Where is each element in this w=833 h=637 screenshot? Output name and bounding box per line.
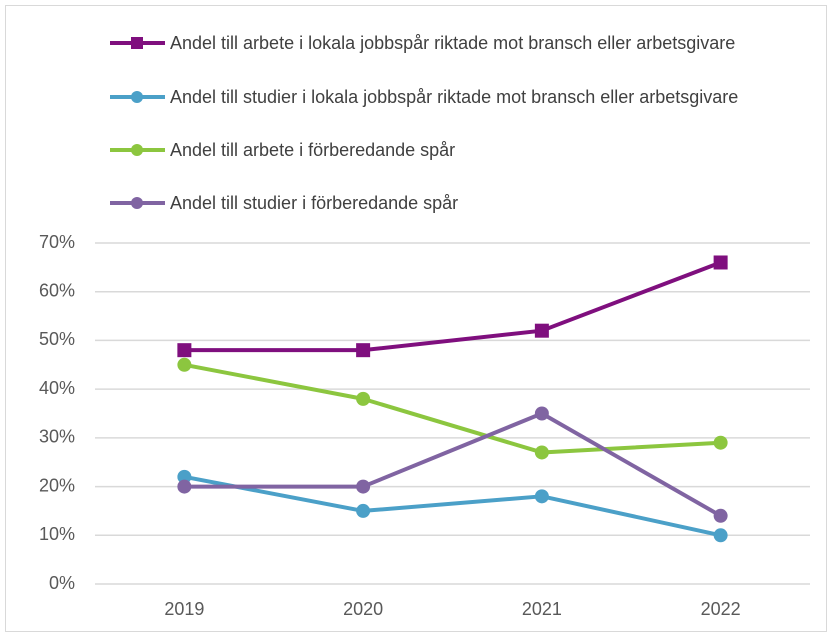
series-line [184,411,722,518]
legend-label: Andel till studier i förberedande spår [170,193,459,213]
x-tick-label: 2021 [522,599,562,619]
y-tick-label: 60% [39,280,75,300]
marker [534,323,549,338]
legend-marker [131,91,143,103]
legend-marker [131,144,143,156]
y-tick-label: 30% [39,427,75,447]
legend-item: Andel till studier i förberedande spår [170,193,459,213]
legend-label: Andel till studier i lokala jobbspår rik… [170,87,739,107]
marker [177,469,192,484]
marker [713,508,728,523]
legend-item: Andel till arbete i förberedande spår [170,140,456,160]
marker [177,479,192,494]
marker [713,435,728,450]
y-tick-label: 40% [39,378,75,398]
series-line [184,474,722,538]
marker [356,343,371,358]
marker [534,445,549,460]
legend-item: Andel till studier i lokala jobbspår rik… [170,87,739,107]
x-tick-label: 2019 [164,599,204,619]
marker [177,343,192,358]
x-tick-label: 2022 [701,599,741,619]
y-tick-label: 10% [39,524,75,544]
legend-marker [131,197,143,209]
marker [534,489,549,504]
y-tick-label: 0% [49,573,75,593]
marker [177,357,192,372]
legend-marker [131,37,143,49]
x-tick-label: 2020 [343,599,383,619]
series-line [184,362,721,455]
y-tick-label: 50% [39,329,75,349]
legend-item: Andel till arbete i lokala jobbspår rikt… [170,33,736,53]
legend-label: Andel till arbete i lokala jobbspår rikt… [170,33,736,53]
y-tick-label: 20% [39,475,75,495]
y-tick-label: 70% [39,232,75,252]
marker [713,255,728,270]
marker [356,479,371,494]
legend-label: Andel till arbete i förberedande spår [170,140,456,160]
marker [356,391,371,406]
marker [356,503,371,518]
series-line [184,260,722,353]
marker [534,406,549,421]
marker [713,528,728,543]
